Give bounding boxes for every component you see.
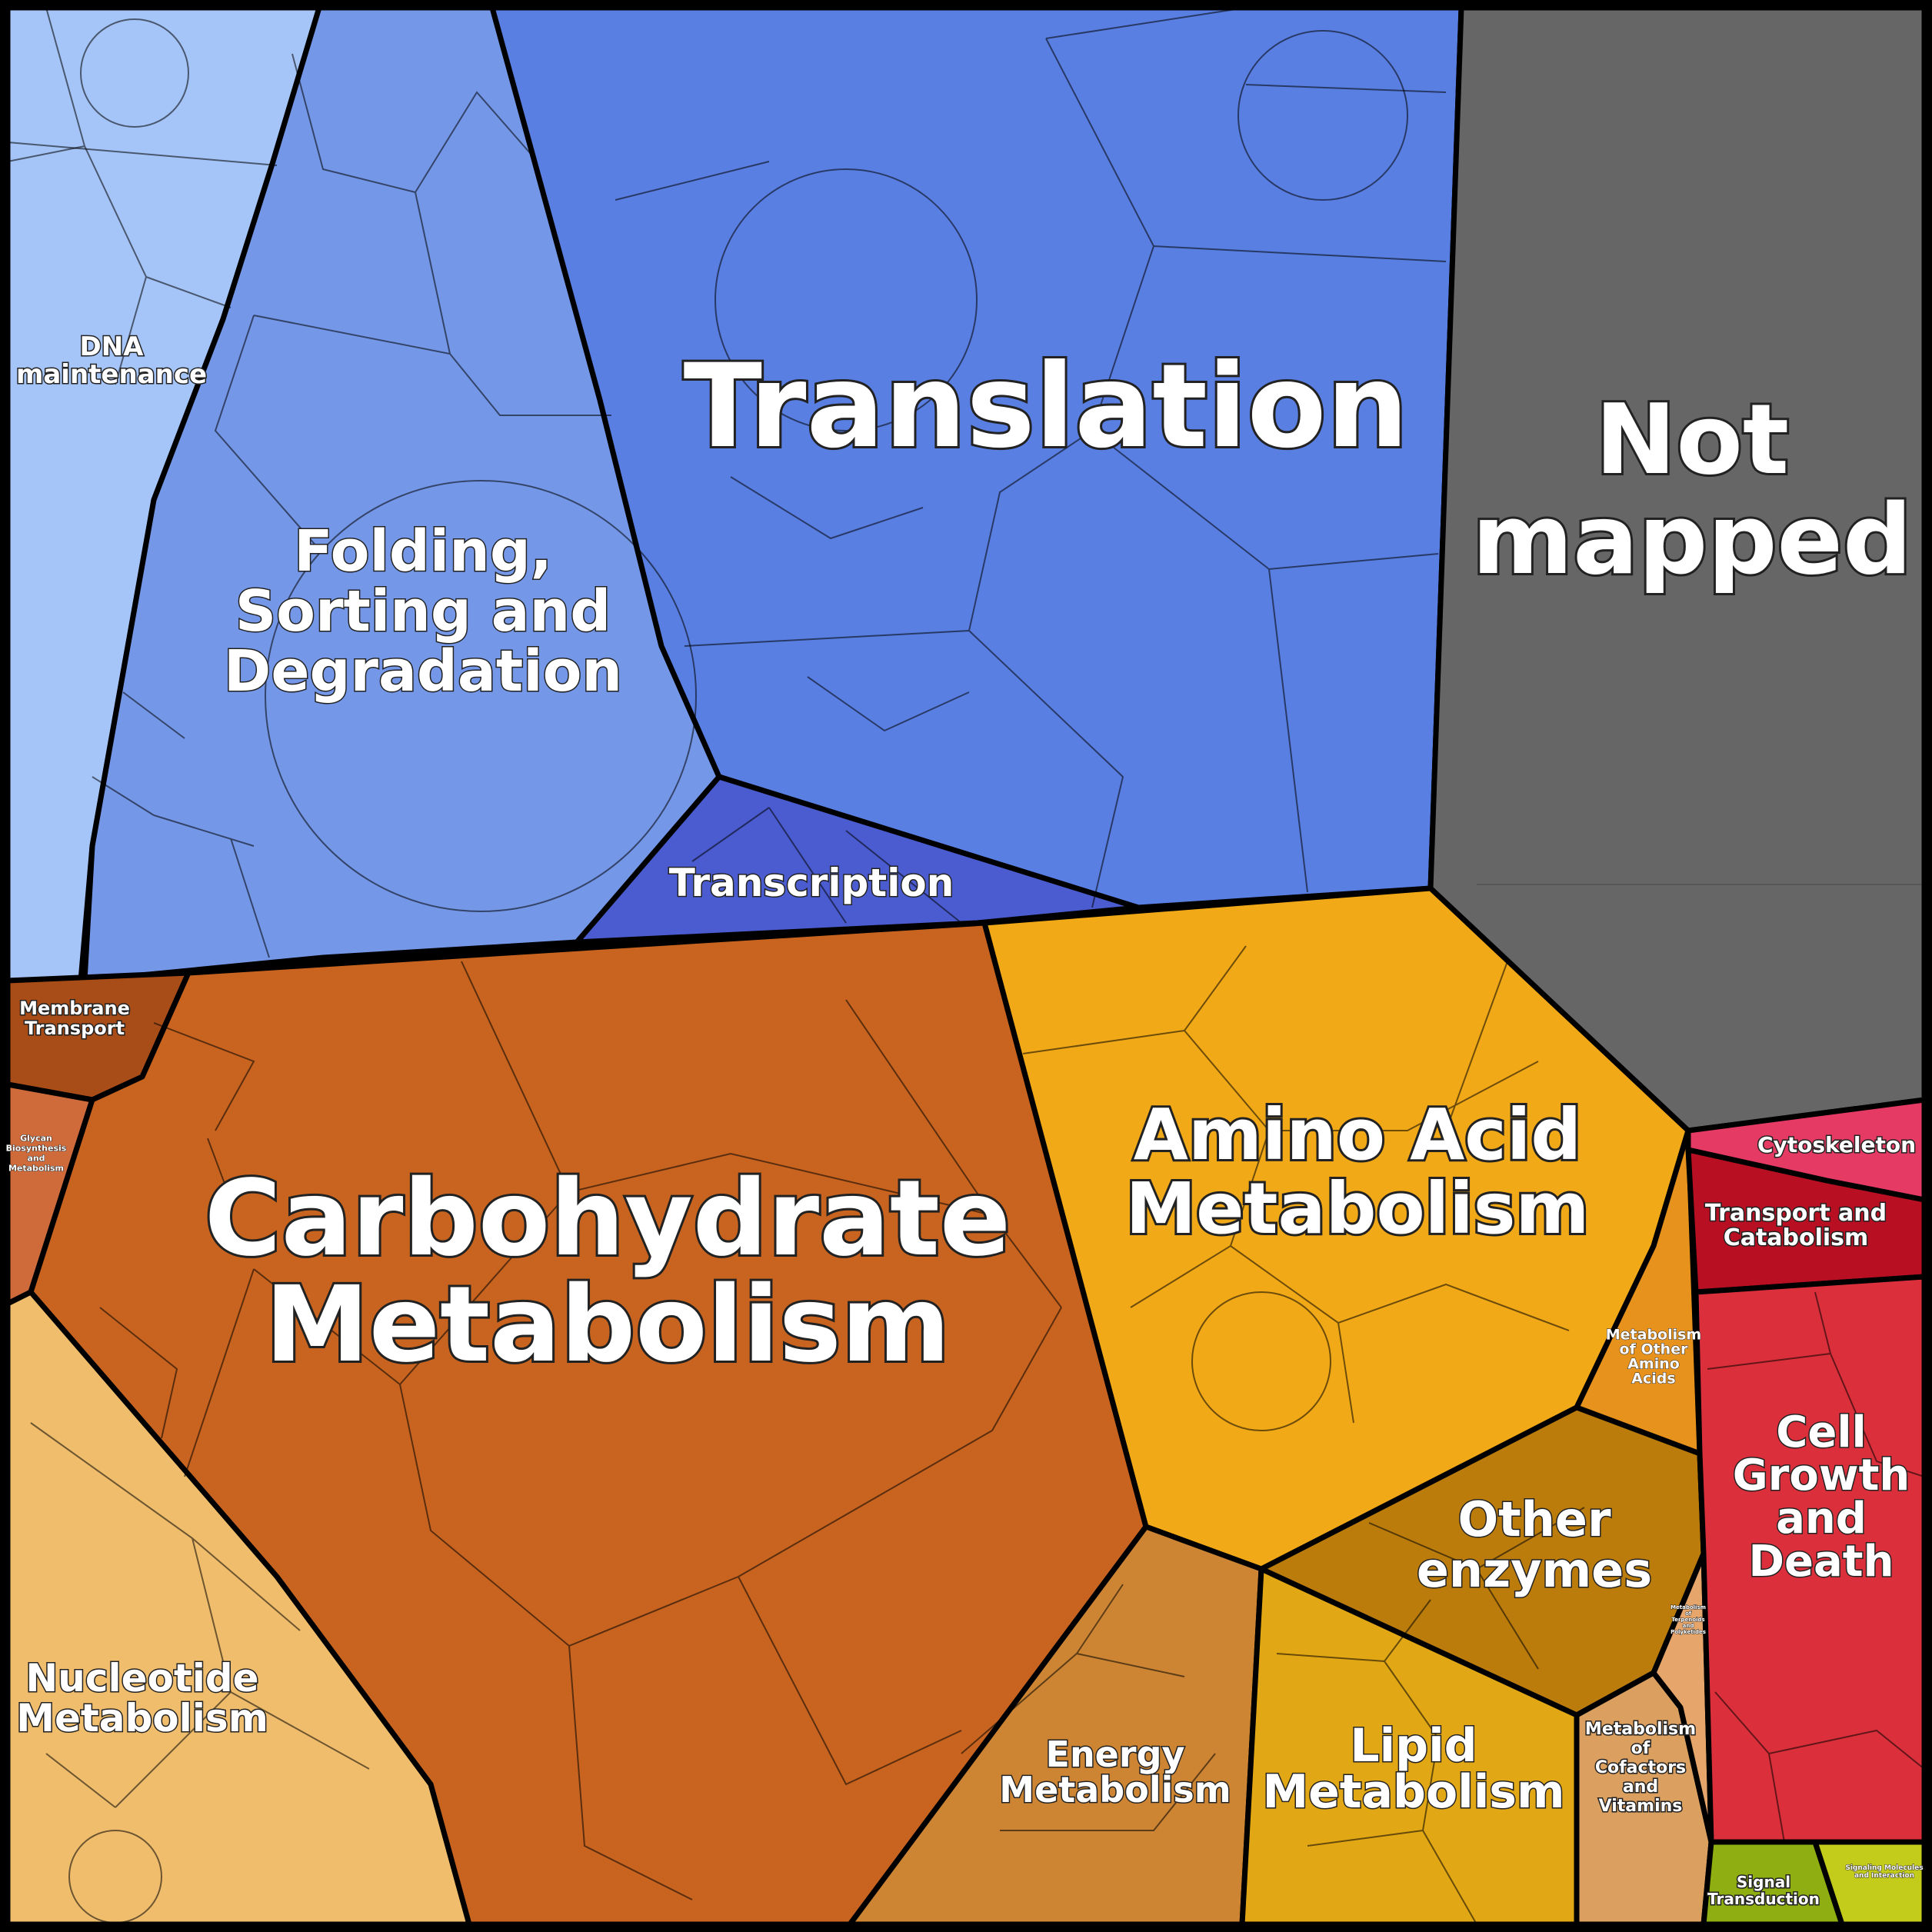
label-line: Not xyxy=(1595,383,1789,496)
label-line: Growth xyxy=(1733,1451,1910,1501)
label-line: Biosynthesis xyxy=(6,1144,67,1154)
label-transcription: Transcription xyxy=(669,861,954,905)
label-cell-growth-and-death: Cell Growth and Death xyxy=(1733,1407,1910,1587)
label-metabolism-terpenoids-polyketides: Metabolism of Terpenoids and Polyketides xyxy=(1671,1604,1706,1635)
label-line: Transcription xyxy=(669,861,954,905)
label-line: and xyxy=(1683,1623,1694,1629)
label-line: mapped xyxy=(1472,483,1912,596)
label-membrane-transport: Membrane Transport xyxy=(19,998,130,1039)
label-line: Nucleotide xyxy=(25,1656,258,1700)
label-line: Metabolism xyxy=(16,1696,268,1740)
label-line: Death xyxy=(1749,1537,1894,1587)
label-line: Metabolism xyxy=(1606,1327,1701,1344)
label-line: Cell xyxy=(1776,1407,1866,1457)
label-line: of xyxy=(1631,1739,1651,1758)
label-line: Signaling Molecules xyxy=(1845,1864,1923,1872)
label-line: Folding, xyxy=(294,518,552,585)
label-metabolism-other-amino-acids: Metabolism of Other Amino Acids xyxy=(1606,1327,1701,1387)
label-line: Cofactors xyxy=(1595,1758,1686,1777)
label-line: and xyxy=(1623,1777,1658,1797)
label-carbohydrate-metabolism: Carbohydrate Metabolism xyxy=(205,1158,1011,1386)
label-line: Metabolism xyxy=(8,1164,64,1174)
label-line: Transport xyxy=(25,1018,125,1039)
label-line: Polyketides xyxy=(1671,1629,1706,1635)
label-line: Transport and xyxy=(1705,1200,1887,1227)
label-line: Amino xyxy=(1627,1356,1680,1373)
label-line: DNA xyxy=(80,331,145,362)
label-signal-transduction: Signal Transduction xyxy=(1707,1873,1820,1908)
label-line: Metabolism xyxy=(265,1264,950,1386)
label-nucleotide-metabolism: Nucleotide Metabolism xyxy=(16,1656,268,1740)
label-line: Catabolism xyxy=(1724,1224,1869,1251)
label-line: of Other xyxy=(1620,1341,1689,1358)
cell-nucleotide-metabolism[interactable] xyxy=(5,1289,472,1927)
cell-signaling-molecules-and-interaction[interactable] xyxy=(1812,1839,1927,1927)
label-line: Signal xyxy=(1737,1873,1790,1891)
label-line: Acids xyxy=(1631,1371,1675,1387)
label-line: and xyxy=(27,1154,45,1164)
label-line: Metabolism xyxy=(1671,1604,1706,1611)
label-amino-acid-metabolism: Amino Acid Metabolism xyxy=(1126,1094,1590,1250)
label-energy-metabolism: Energy Metabolism xyxy=(999,1734,1231,1810)
label-other-enzymes: Other enzymes xyxy=(1417,1491,1652,1598)
label-metabolism-cofactors-vitamins: Metabolism of Cofactors and Vitamins xyxy=(1585,1720,1696,1816)
label-line: and Interaction xyxy=(1854,1872,1914,1880)
label-line: Glycan xyxy=(20,1134,52,1144)
label-line: Metabolism xyxy=(1585,1720,1696,1739)
label-line: Lipid xyxy=(1350,1719,1477,1773)
label-line: Degradation xyxy=(224,638,622,705)
label-lipid-metabolism: Lipid Metabolism xyxy=(1262,1719,1564,1819)
label-line: Amino Acid xyxy=(1134,1094,1581,1176)
subcell-lines xyxy=(7,7,1925,1925)
label-line: Terpenoids xyxy=(1671,1617,1704,1623)
label-not-mapped: Not mapped xyxy=(1472,383,1912,596)
label-dna-maintenance: DNA maintenance xyxy=(16,331,207,390)
label-line: Translation xyxy=(684,340,1409,474)
label-line: of xyxy=(1685,1611,1692,1617)
label-line: Membrane xyxy=(19,998,130,1019)
label-folding-sorting-degradation: Folding, Sorting and Degradation xyxy=(224,518,622,705)
label-line: Energy xyxy=(1046,1734,1185,1775)
label-line: Cytoskeleton xyxy=(1757,1132,1916,1158)
cell-transport-and-catabolism[interactable] xyxy=(1685,1147,1927,1295)
label-line: Other xyxy=(1457,1491,1611,1547)
label-line: and xyxy=(1776,1494,1867,1544)
label-line: Metabolism xyxy=(1262,1765,1564,1819)
label-line: Sorting and xyxy=(235,578,611,645)
label-line: enzymes xyxy=(1417,1542,1652,1598)
label-translation: Translation xyxy=(684,340,1409,474)
label-line: Transduction xyxy=(1707,1890,1820,1908)
label-glycan-biosynthesis: Glycan Biosynthesis and Metabolism xyxy=(6,1134,67,1174)
label-cytoskeleton: Cytoskeleton xyxy=(1757,1132,1916,1158)
label-line: Carbohydrate xyxy=(205,1158,1011,1280)
label-transport-and-catabolism: Transport and Catabolism xyxy=(1705,1200,1887,1251)
label-line: Metabolism xyxy=(999,1769,1231,1810)
label-line: Vitamins xyxy=(1599,1797,1683,1816)
label-line: maintenance xyxy=(16,359,207,390)
label-line: Metabolism xyxy=(1126,1168,1590,1250)
label-signaling-molecules-and-interaction: Signaling Molecules and Interaction xyxy=(1845,1864,1923,1880)
